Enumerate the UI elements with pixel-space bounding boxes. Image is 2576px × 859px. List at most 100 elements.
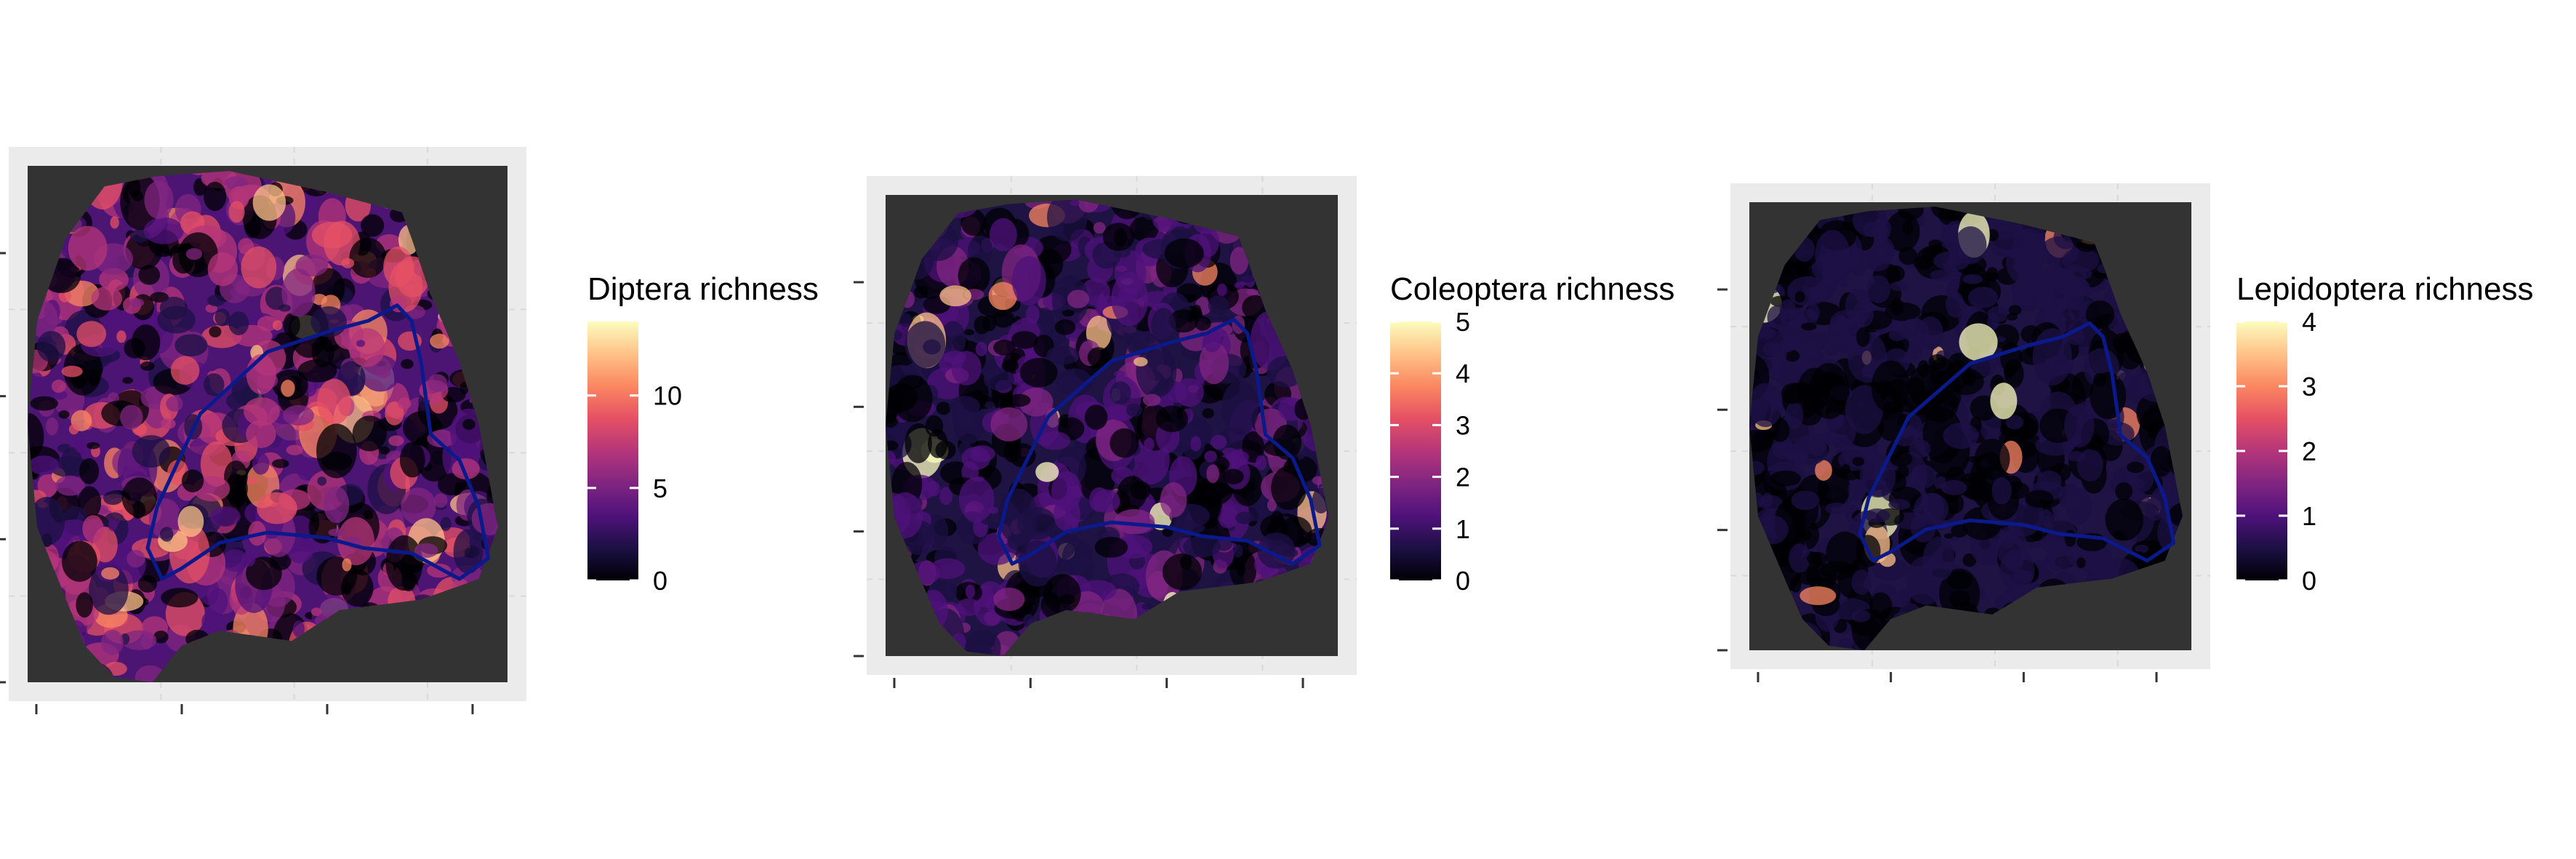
raster-cell — [1204, 450, 1217, 463]
raster-cell — [1206, 464, 1219, 484]
raster-cell — [989, 217, 1017, 252]
panel-coleoptera: Coleoptera richness 0 1 2 3 4 5 — [854, 176, 1674, 688]
raster-cell — [1035, 235, 1072, 264]
legend-tick-label: 2 — [1456, 463, 1470, 492]
raster-cell — [1271, 466, 1307, 511]
raster-cell — [30, 396, 58, 411]
raster-cell — [399, 442, 425, 478]
raster-cell — [914, 286, 928, 299]
raster-cell — [388, 435, 404, 447]
raster-cell — [108, 519, 118, 532]
raster-cell — [2037, 471, 2062, 491]
raster-cell — [1885, 211, 1920, 252]
raster-cell — [1234, 281, 1245, 289]
legend-tick-label: 3 — [2302, 372, 2316, 401]
raster-cell — [228, 201, 245, 223]
raster-cell — [904, 423, 932, 463]
raster-cell — [1198, 226, 1219, 257]
raster-cell — [282, 404, 314, 426]
raster-cell — [1974, 439, 2010, 480]
raster-cell — [1256, 455, 1267, 471]
raster-cell — [1928, 353, 1947, 370]
raster-cell — [1828, 316, 1851, 348]
raster-cell — [204, 373, 225, 396]
raster-cell — [1011, 331, 1038, 349]
raster-cell — [170, 356, 200, 385]
legend-tick-label: 0 — [653, 566, 667, 596]
raster-cell — [1888, 329, 1906, 341]
raster-cell — [1183, 535, 1221, 558]
raster-cell — [1815, 230, 1850, 281]
legend-lepidoptera: Lepidoptera richness 0 1 2 3 4 — [2236, 271, 2533, 596]
raster-cell — [244, 550, 256, 567]
raster-cell — [128, 177, 141, 197]
raster-cell — [297, 485, 307, 491]
raster-cell — [2150, 445, 2172, 477]
raster-cell — [1801, 322, 1817, 331]
raster-cell — [1902, 220, 1914, 235]
raster-cell — [252, 452, 270, 475]
raster-cell — [135, 665, 166, 683]
raster-cell — [1962, 553, 1977, 567]
legend-tick-label: 0 — [1456, 566, 1470, 596]
raster-cell — [1898, 207, 1924, 220]
raster-cell — [2028, 542, 2039, 549]
raster-cell — [1946, 291, 1965, 318]
raster-cell — [68, 423, 79, 435]
raster-cell — [2003, 361, 2017, 378]
raster-cell — [2066, 451, 2086, 462]
raster-cell — [1851, 570, 1871, 595]
raster-cell — [427, 430, 457, 448]
raster-cell — [1094, 537, 1128, 558]
raster-cell — [983, 367, 1015, 391]
raster-cell — [1864, 247, 1891, 272]
legend-diptera: Diptera richness 0 5 10 — [587, 271, 819, 596]
raster-cell — [1785, 401, 1804, 429]
legend-tick-label: 10 — [653, 381, 682, 411]
legend-ticks-coleoptera: 0 1 2 3 4 5 — [1390, 307, 1470, 596]
raster-cell — [1996, 336, 2006, 343]
raster-cell — [272, 459, 289, 468]
raster-cell — [286, 444, 303, 455]
raster-cell — [2127, 461, 2145, 474]
raster-cell — [1888, 499, 1911, 511]
legend-tick-label: 3 — [1456, 410, 1470, 440]
raster-cell — [1999, 530, 2016, 549]
raster-cell — [1007, 393, 1031, 407]
raster-cell — [228, 311, 249, 335]
raster-cell — [361, 214, 385, 237]
raster-cell — [224, 460, 248, 493]
raster-cell — [82, 515, 104, 543]
raster-cell — [1190, 436, 1202, 452]
raster-cell — [252, 184, 286, 221]
raster-cell — [121, 477, 157, 517]
raster-cell — [2043, 515, 2053, 529]
raster-cell — [316, 423, 357, 479]
study-area-boundary — [1858, 321, 2176, 563]
raster-cell — [1202, 408, 1214, 419]
raster-cell — [1019, 387, 1054, 417]
raster-cell — [1054, 496, 1081, 532]
raster-cell — [150, 292, 169, 303]
raster-cell — [1235, 511, 1254, 524]
raster-cell — [2005, 554, 2023, 572]
raster-cell — [453, 529, 483, 574]
raster-cell — [207, 252, 238, 287]
raster-cell — [957, 598, 982, 616]
raster-cell — [1825, 502, 1848, 514]
raster-cell — [1808, 363, 1850, 420]
raster-cell — [177, 506, 204, 538]
raster-cell — [1991, 324, 2020, 350]
raster-cell — [993, 587, 1025, 612]
raster-cell — [430, 333, 449, 349]
raster-cell — [2115, 482, 2133, 500]
raster-cell — [143, 217, 184, 244]
raster-cell — [208, 588, 228, 615]
raster-cell — [1890, 281, 1909, 292]
raster-cell — [137, 575, 158, 593]
raster-cell — [36, 330, 66, 362]
raster-cell — [401, 487, 436, 525]
raster-cell — [342, 558, 352, 572]
raster-cell — [1136, 344, 1177, 399]
raster-cell — [1807, 331, 1835, 351]
